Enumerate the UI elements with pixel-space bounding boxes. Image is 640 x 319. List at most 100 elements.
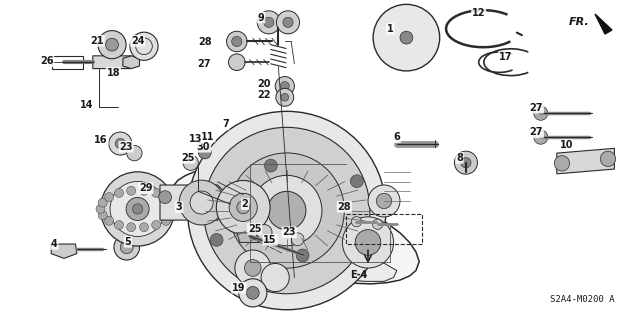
Text: 2: 2 bbox=[242, 199, 248, 209]
Circle shape bbox=[140, 186, 148, 195]
Circle shape bbox=[115, 189, 124, 197]
Text: 12: 12 bbox=[472, 8, 486, 19]
Circle shape bbox=[376, 193, 392, 209]
Circle shape bbox=[229, 153, 344, 268]
Text: 4: 4 bbox=[51, 239, 58, 249]
Circle shape bbox=[554, 156, 570, 171]
Circle shape bbox=[244, 260, 261, 276]
Circle shape bbox=[237, 201, 250, 214]
Circle shape bbox=[400, 31, 413, 44]
Text: 27: 27 bbox=[529, 103, 543, 113]
Circle shape bbox=[170, 204, 179, 213]
Text: 5: 5 bbox=[125, 237, 131, 247]
Circle shape bbox=[179, 180, 224, 225]
Text: 1: 1 bbox=[387, 24, 394, 34]
Polygon shape bbox=[93, 56, 134, 69]
Text: 10: 10 bbox=[559, 140, 573, 150]
Circle shape bbox=[109, 132, 132, 155]
Circle shape bbox=[105, 216, 114, 225]
Text: 19: 19 bbox=[232, 283, 246, 293]
Circle shape bbox=[257, 11, 280, 34]
Text: 6: 6 bbox=[394, 132, 400, 142]
Circle shape bbox=[600, 151, 616, 167]
Circle shape bbox=[229, 193, 257, 221]
Circle shape bbox=[281, 93, 289, 101]
Text: 22: 22 bbox=[257, 90, 271, 100]
Circle shape bbox=[127, 145, 142, 161]
Circle shape bbox=[127, 186, 136, 195]
Circle shape bbox=[159, 191, 172, 204]
Circle shape bbox=[140, 223, 148, 232]
Circle shape bbox=[98, 211, 107, 220]
Polygon shape bbox=[307, 258, 397, 281]
Circle shape bbox=[106, 38, 118, 51]
Circle shape bbox=[261, 263, 289, 292]
Polygon shape bbox=[237, 233, 259, 242]
Circle shape bbox=[454, 151, 477, 174]
Text: 9: 9 bbox=[258, 12, 264, 23]
Circle shape bbox=[100, 172, 175, 246]
Circle shape bbox=[291, 233, 304, 246]
Text: 20: 20 bbox=[257, 79, 271, 89]
Text: 23: 23 bbox=[282, 227, 296, 237]
Circle shape bbox=[114, 234, 140, 260]
Text: 16: 16 bbox=[94, 135, 108, 145]
Text: 3: 3 bbox=[176, 202, 182, 212]
Text: 25: 25 bbox=[248, 224, 262, 234]
Circle shape bbox=[534, 106, 548, 120]
Text: 18: 18 bbox=[106, 68, 120, 78]
Circle shape bbox=[168, 211, 177, 220]
Circle shape bbox=[132, 204, 143, 214]
Circle shape bbox=[216, 181, 270, 234]
Circle shape bbox=[351, 217, 362, 227]
Circle shape bbox=[264, 17, 274, 27]
Circle shape bbox=[98, 31, 126, 59]
Text: 7: 7 bbox=[222, 119, 228, 130]
Circle shape bbox=[195, 189, 207, 201]
Circle shape bbox=[105, 193, 114, 202]
Circle shape bbox=[276, 11, 300, 34]
Polygon shape bbox=[595, 14, 612, 34]
Text: 27: 27 bbox=[196, 59, 211, 70]
Text: 15: 15 bbox=[263, 235, 277, 245]
Circle shape bbox=[115, 220, 124, 229]
Circle shape bbox=[161, 216, 170, 225]
Text: 13: 13 bbox=[188, 134, 202, 144]
Circle shape bbox=[98, 198, 107, 207]
Circle shape bbox=[283, 17, 293, 27]
Text: 24: 24 bbox=[131, 36, 145, 46]
Circle shape bbox=[373, 4, 440, 71]
Circle shape bbox=[232, 36, 242, 47]
Circle shape bbox=[355, 230, 381, 255]
Circle shape bbox=[235, 250, 271, 286]
Circle shape bbox=[183, 155, 198, 170]
Text: 11: 11 bbox=[201, 131, 215, 142]
Circle shape bbox=[190, 191, 213, 214]
Text: 17: 17 bbox=[499, 52, 513, 62]
Text: 30: 30 bbox=[196, 142, 211, 152]
Circle shape bbox=[280, 82, 289, 91]
Circle shape bbox=[268, 191, 306, 230]
Circle shape bbox=[461, 158, 471, 168]
Circle shape bbox=[366, 220, 379, 233]
Text: 14: 14 bbox=[79, 100, 93, 110]
Text: 26: 26 bbox=[40, 56, 54, 66]
Circle shape bbox=[127, 223, 136, 232]
Text: 28: 28 bbox=[337, 202, 351, 212]
Polygon shape bbox=[557, 148, 614, 174]
Circle shape bbox=[264, 159, 277, 172]
Circle shape bbox=[534, 130, 548, 144]
Circle shape bbox=[152, 220, 161, 229]
Polygon shape bbox=[51, 244, 77, 258]
Text: 25: 25 bbox=[180, 153, 195, 163]
Circle shape bbox=[126, 197, 149, 220]
Text: 27: 27 bbox=[529, 127, 543, 137]
Text: FR.: FR. bbox=[569, 17, 590, 27]
Circle shape bbox=[210, 234, 223, 246]
Circle shape bbox=[239, 279, 267, 307]
Circle shape bbox=[246, 286, 259, 299]
Polygon shape bbox=[174, 167, 419, 284]
Polygon shape bbox=[123, 56, 140, 69]
Circle shape bbox=[188, 111, 386, 310]
Circle shape bbox=[228, 54, 245, 70]
